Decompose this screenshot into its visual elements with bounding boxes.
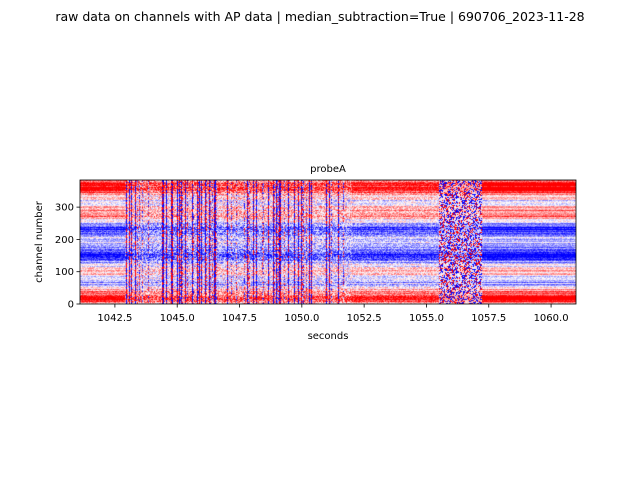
x-tick-label: 1045.0 [160, 313, 195, 324]
x-tick-label: 1055.0 [409, 313, 444, 324]
x-axis: 1042.5 1045.0 1047.5 1050.0 1052.5 1055.0 1057… [97, 304, 569, 324]
y-axis-label: channel number [34, 200, 45, 283]
heatmap-image [80, 180, 576, 304]
y-tick-label: 100 [55, 267, 74, 278]
y-tick-label: 200 [55, 235, 74, 246]
x-axis-label: seconds [308, 331, 349, 342]
y-tick-label: 0 [68, 300, 74, 311]
x-tick-label: 1052.5 [347, 313, 382, 324]
x-tick-label: 1060.0 [534, 313, 569, 324]
x-tick-label: 1047.5 [222, 313, 257, 324]
x-tick-label: 1050.0 [284, 313, 319, 324]
y-tick-label: 300 [55, 203, 74, 214]
y-axis: 0 100 200 300 [55, 203, 80, 311]
figure-suptitle: raw data on channels with AP data | medi… [55, 9, 584, 24]
axes-title: probeA [310, 164, 346, 175]
x-tick-label: 1057.5 [471, 313, 506, 324]
axes-frame [79, 179, 577, 305]
x-tick-label: 1042.5 [97, 313, 132, 324]
